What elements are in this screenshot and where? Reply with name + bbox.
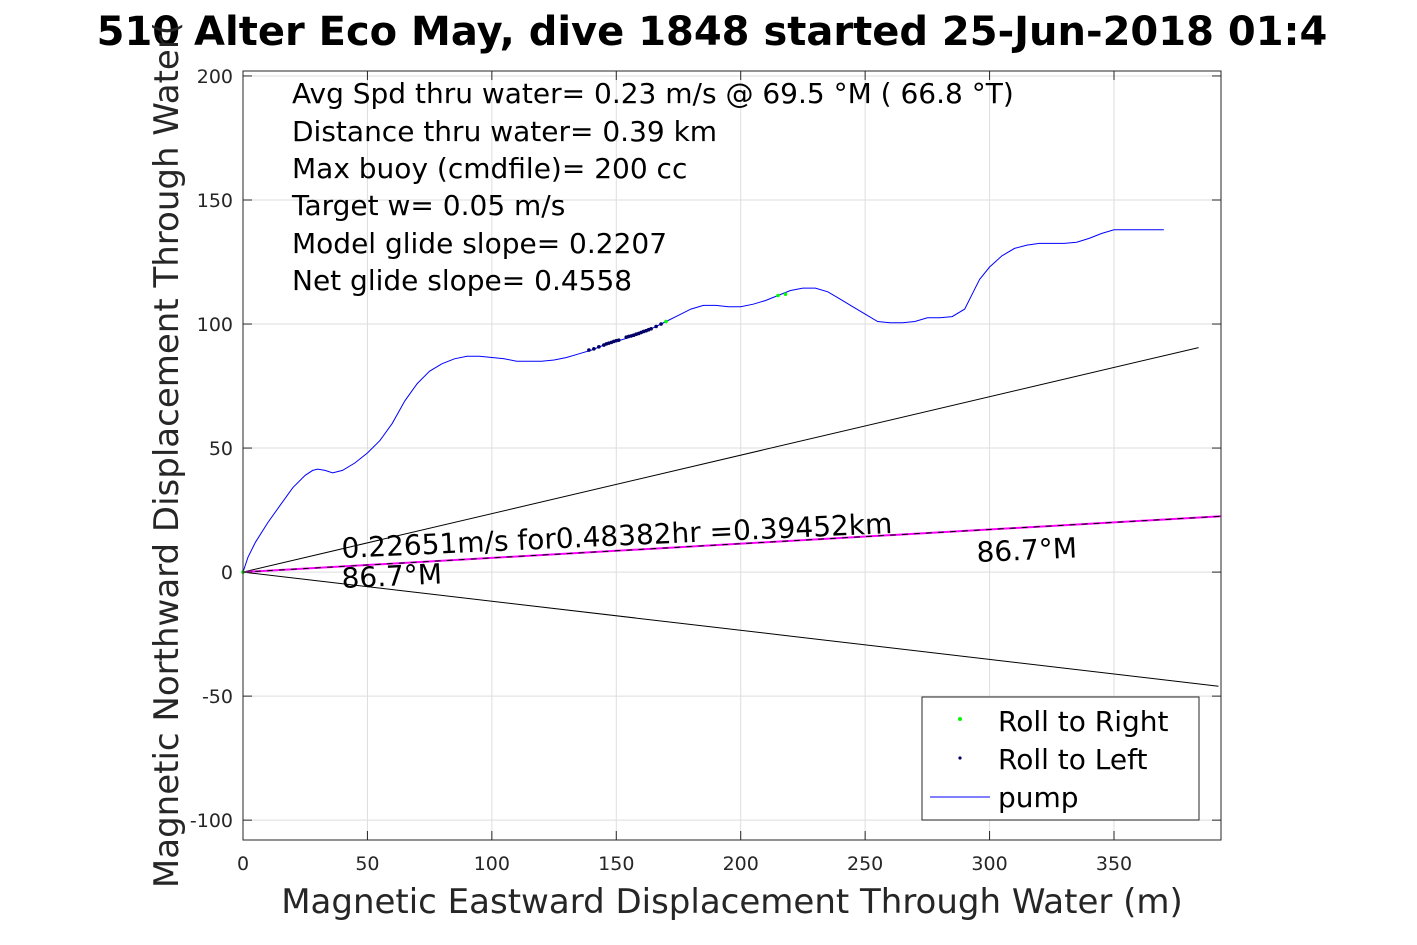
legend: Roll to Right Roll to Left pump [921, 696, 1200, 821]
info-max-buoy: Max buoy (cmdfile)= 200 cc [292, 152, 687, 185]
plot-frame [242, 70, 1222, 841]
marker-roll-to-left [659, 322, 663, 326]
y-tick-label: -100 [190, 810, 233, 832]
marker-roll-to-right [664, 319, 668, 324]
legend-marker-roll-left [958, 756, 962, 760]
info-avg-speed: Avg Spd thru water= 0.23 m/s @ 69.5 °M (… [292, 77, 1014, 110]
reference-line [242, 571, 1219, 687]
marker-roll-to-left [592, 347, 596, 351]
x-tick-label: 300 [971, 853, 1007, 875]
heading-annotation-right: 86.7°M [976, 531, 1078, 569]
reference-lines [242, 347, 1222, 687]
legend-label-pump: pump [998, 781, 1079, 814]
y-tick-label: 100 [197, 314, 233, 336]
marker-roll-to-left [587, 348, 591, 352]
legend-marker-roll-right [958, 717, 962, 721]
legend-label-roll-left: Roll to Left [998, 743, 1147, 776]
legend-box [921, 696, 1200, 821]
plot-area: 0 50 100 150 200 250 300 350 -100 -50 0 50 100 150 200 [190, 66, 1222, 875]
x-tick-label: 0 [237, 853, 249, 875]
heading-annotation-left: 86.7°M [341, 557, 443, 595]
info-distance: Distance thru water= 0.39 km [292, 115, 717, 148]
y-tick-label: 150 [197, 190, 233, 212]
y-tick-label: 50 [209, 438, 233, 460]
series-layer [241, 229, 1164, 574]
grid [242, 71, 1221, 840]
marker-roll-to-left [649, 326, 653, 331]
y-axis-label: Magnetic Northward Displacement Through … [147, 22, 187, 888]
x-tick-label: 50 [355, 853, 379, 875]
marker-roll-to-left [616, 338, 621, 342]
chart-title: 510 Alter Eco May, dive 1848 started 25-… [97, 9, 1328, 55]
marker-roll-to-right [783, 292, 788, 297]
reference-line [242, 347, 1199, 573]
info-net-glide-slope: Net glide slope= 0.4558 [292, 264, 632, 297]
ticks: 0 50 100 150 200 250 300 350 -100 -50 0 50 100 150 200 [190, 66, 1221, 875]
x-axis-label: Magnetic Eastward Displacement Through W… [281, 882, 1183, 922]
marker-roll-to-right [776, 293, 780, 298]
marker-roll-to-left [597, 345, 601, 349]
info-model-glide-slope: Model glide slope= 0.2207 [292, 227, 667, 260]
info-target-w: Target w= 0.05 m/s [291, 189, 565, 222]
reference-line [242, 515, 1222, 573]
y-tick-label: -50 [202, 686, 233, 708]
x-tick-label: 150 [598, 853, 634, 875]
marker-roll-to-left [654, 324, 658, 329]
y-tick-label: 0 [221, 562, 233, 584]
x-tick-label: 100 [474, 853, 510, 875]
info-block: Avg Spd thru water= 0.23 m/s @ 69.5 °M (… [291, 77, 1014, 297]
x-tick-label: 350 [1096, 853, 1132, 875]
x-tick-label: 250 [847, 853, 883, 875]
legend-label-roll-right: Roll to Right [998, 705, 1169, 738]
series-line-pump [242, 229, 1164, 573]
y-tick-label: 200 [197, 66, 233, 88]
x-tick-label: 200 [723, 853, 759, 875]
